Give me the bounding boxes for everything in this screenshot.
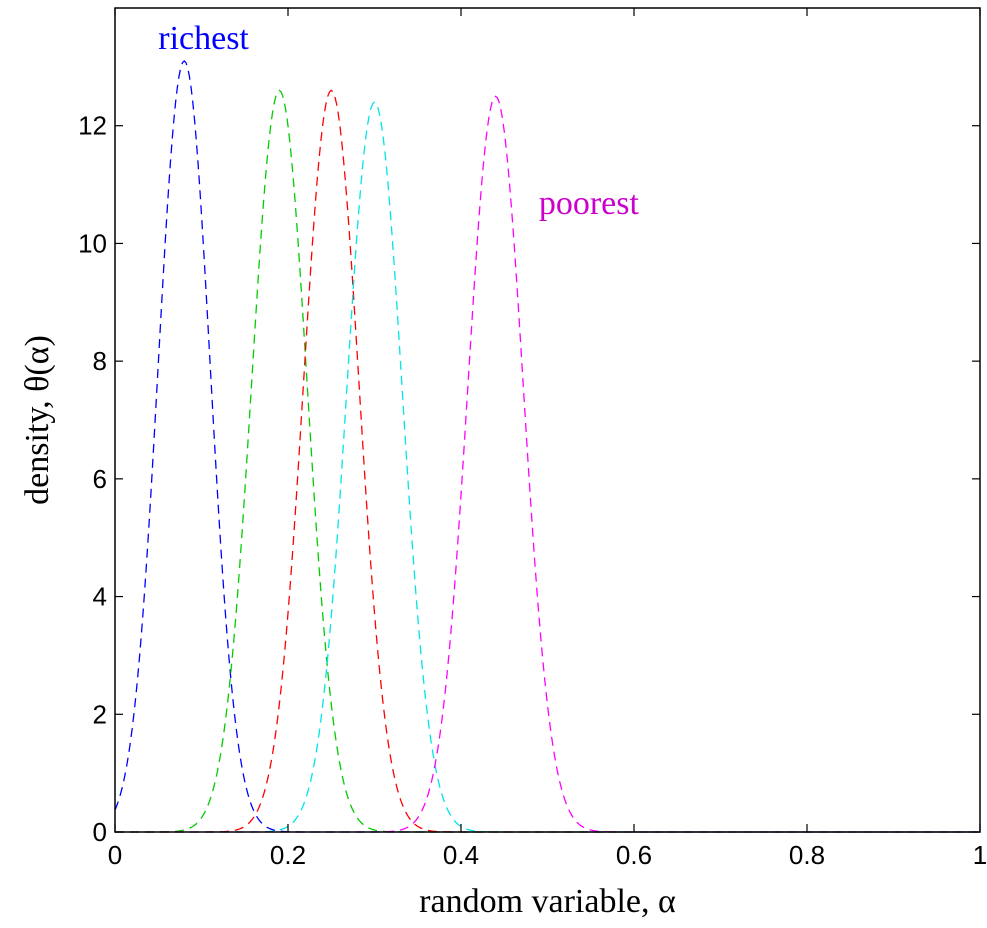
y-axis-label: density, θ(α) <box>19 335 56 505</box>
y-tick-label: 12 <box>78 111 107 141</box>
y-tick-label: 8 <box>93 346 107 376</box>
y-tick-label: 4 <box>93 582 107 612</box>
x-tick-label: 0.4 <box>443 840 479 870</box>
x-tick-label: 0.6 <box>616 840 652 870</box>
y-tick-label: 2 <box>93 699 107 729</box>
annotation-poorest: poorest <box>539 185 640 222</box>
annotation-richest: richest <box>158 20 249 57</box>
x-tick-label: 0.8 <box>789 840 825 870</box>
y-tick-label: 6 <box>93 464 107 494</box>
x-tick-label: 0.2 <box>270 840 306 870</box>
y-tick-label: 10 <box>78 228 107 258</box>
annotation-layer: richest poorest <box>158 20 639 222</box>
series-layer <box>114 60 980 833</box>
x-tick-label: 1 <box>973 840 987 870</box>
x-axis-label: random variable, α <box>419 883 676 920</box>
y-tick-label: 0 <box>93 817 107 847</box>
x-tick-label: 0 <box>108 840 122 870</box>
series-line-1 <box>114 60 980 833</box>
plot-frame <box>114 7 981 833</box>
